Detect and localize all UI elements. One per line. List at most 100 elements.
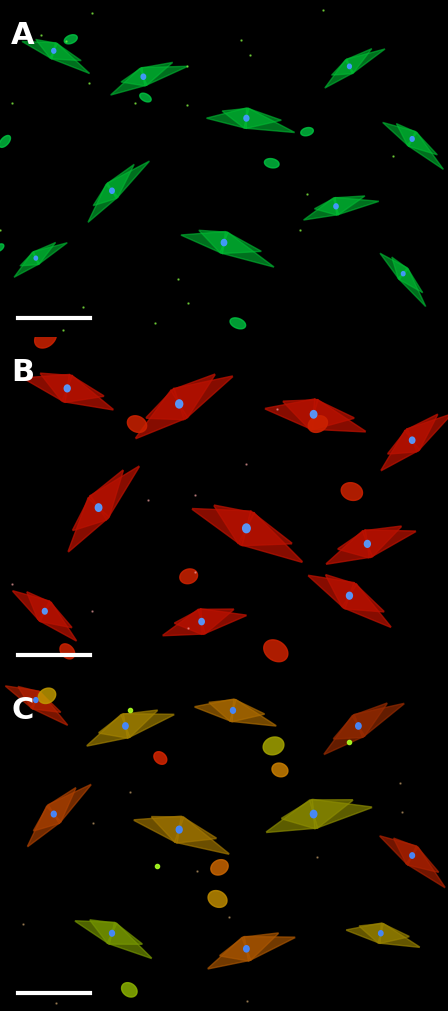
Polygon shape (431, 438, 442, 448)
Polygon shape (338, 530, 369, 558)
Polygon shape (121, 69, 145, 87)
Polygon shape (0, 245, 4, 253)
Polygon shape (199, 232, 228, 254)
Polygon shape (310, 800, 353, 828)
Polygon shape (223, 109, 249, 129)
Circle shape (95, 504, 102, 512)
Circle shape (410, 853, 414, 858)
Polygon shape (352, 704, 387, 737)
Polygon shape (28, 807, 61, 846)
Circle shape (176, 826, 182, 833)
Polygon shape (232, 700, 264, 722)
Polygon shape (398, 270, 426, 307)
Polygon shape (239, 513, 302, 563)
Polygon shape (244, 109, 294, 133)
Polygon shape (90, 467, 139, 520)
Polygon shape (242, 512, 292, 546)
Polygon shape (211, 859, 228, 876)
Polygon shape (192, 509, 251, 546)
Polygon shape (200, 610, 246, 635)
Polygon shape (405, 415, 438, 451)
Polygon shape (198, 610, 233, 634)
Polygon shape (399, 269, 422, 293)
Polygon shape (330, 791, 348, 808)
Polygon shape (308, 575, 354, 610)
Circle shape (64, 385, 70, 392)
Polygon shape (107, 923, 151, 958)
Polygon shape (34, 328, 56, 349)
Circle shape (110, 930, 115, 936)
Polygon shape (326, 531, 372, 565)
Polygon shape (175, 817, 229, 854)
Polygon shape (345, 583, 384, 613)
Polygon shape (22, 42, 56, 60)
Circle shape (34, 257, 38, 261)
Polygon shape (108, 162, 149, 199)
Polygon shape (18, 686, 40, 709)
Polygon shape (267, 800, 318, 833)
Polygon shape (378, 923, 419, 947)
Polygon shape (60, 644, 75, 659)
Polygon shape (188, 554, 205, 570)
Circle shape (244, 116, 249, 122)
Polygon shape (242, 933, 278, 960)
Polygon shape (283, 400, 318, 430)
Polygon shape (140, 64, 172, 86)
Polygon shape (106, 166, 134, 198)
Polygon shape (214, 506, 254, 544)
Polygon shape (282, 800, 315, 829)
Polygon shape (325, 61, 353, 89)
Text: C: C (11, 696, 34, 724)
Polygon shape (99, 714, 128, 738)
Polygon shape (347, 50, 384, 75)
Polygon shape (39, 603, 76, 641)
Polygon shape (333, 715, 363, 739)
Circle shape (356, 723, 361, 729)
Polygon shape (68, 498, 109, 552)
Polygon shape (6, 686, 39, 710)
Polygon shape (347, 923, 382, 943)
Polygon shape (140, 94, 151, 103)
Polygon shape (195, 700, 234, 722)
Polygon shape (392, 258, 408, 279)
Polygon shape (73, 495, 107, 531)
Polygon shape (88, 185, 118, 222)
Polygon shape (65, 375, 103, 403)
Circle shape (409, 438, 415, 444)
Polygon shape (388, 429, 417, 455)
Circle shape (52, 50, 56, 55)
Polygon shape (34, 805, 60, 831)
Polygon shape (0, 136, 10, 149)
Polygon shape (123, 714, 174, 738)
Polygon shape (175, 609, 202, 635)
Circle shape (244, 945, 249, 952)
Circle shape (199, 619, 204, 625)
Polygon shape (394, 838, 418, 864)
Polygon shape (33, 692, 60, 713)
Circle shape (379, 931, 383, 936)
Polygon shape (301, 128, 313, 136)
Circle shape (110, 189, 114, 194)
Polygon shape (180, 569, 198, 584)
Polygon shape (220, 234, 274, 268)
Polygon shape (383, 123, 415, 148)
Polygon shape (40, 602, 72, 628)
Polygon shape (121, 711, 157, 738)
Polygon shape (380, 254, 407, 280)
Polygon shape (406, 847, 445, 888)
Polygon shape (87, 715, 130, 746)
Polygon shape (75, 921, 115, 944)
Polygon shape (310, 400, 366, 433)
Polygon shape (151, 817, 184, 842)
Polygon shape (334, 197, 365, 215)
Polygon shape (173, 377, 233, 420)
Polygon shape (343, 584, 391, 628)
Polygon shape (20, 253, 38, 267)
Polygon shape (408, 846, 439, 872)
Circle shape (310, 811, 317, 818)
Polygon shape (136, 390, 187, 439)
Polygon shape (230, 700, 276, 726)
Polygon shape (207, 109, 246, 129)
Circle shape (141, 75, 146, 80)
Polygon shape (109, 922, 142, 944)
